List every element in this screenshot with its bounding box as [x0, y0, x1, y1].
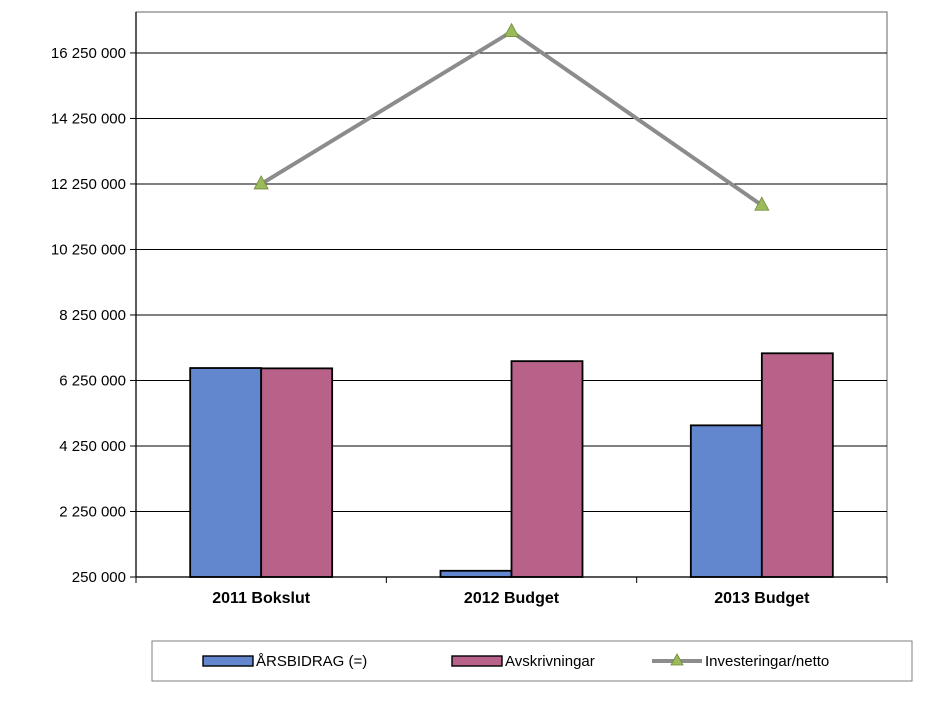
bar-avskrivningar	[260, 367, 334, 578]
y-tick-label: 8 250 000	[59, 307, 126, 324]
triangle-marker	[253, 175, 269, 190]
legend-label: Avskrivningar	[505, 653, 595, 670]
y-tick-label: 2 250 000	[59, 503, 126, 520]
y-tick-label: 6 250 000	[59, 372, 126, 389]
y-tick-label: 12 250 000	[51, 176, 126, 193]
legend-swatch-arsbidrag	[202, 655, 254, 667]
bar-arsbidrag	[189, 367, 263, 578]
bar-arsbidrag	[439, 569, 513, 578]
legend-swatch-avskrivningar	[451, 655, 503, 667]
legend-label: Investeringar/netto	[705, 653, 829, 670]
bar-avskrivningar	[510, 360, 584, 578]
y-tick-label: 14 250 000	[51, 110, 126, 127]
bars	[189, 352, 834, 578]
axis-labels: 16 250 000 14 250 000 12 250 000 10 250 000…	[51, 45, 810, 607]
bar-arsbidrag	[689, 424, 763, 578]
y-tick-label: 10 250 000	[51, 241, 126, 258]
x-category-label: 2011 Bokslut	[212, 590, 311, 607]
legend: ÅRSBIDRAG (=) Avskrivningar Investeringar/…	[151, 640, 913, 682]
x-category-label: 2012 Budget	[464, 590, 560, 607]
line-series	[253, 22, 770, 211]
triangle-marker	[754, 196, 770, 211]
y-tick-label: 250 000	[72, 569, 126, 586]
legend-triangle-marker	[670, 653, 684, 666]
bar-avskrivningar	[760, 352, 834, 578]
x-category-label: 2013 Budget	[714, 590, 810, 607]
legend-box	[151, 640, 913, 682]
triangle-marker	[503, 22, 520, 38]
axes	[130, 12, 888, 583]
legend-label: ÅRSBIDRAG (=)	[256, 653, 367, 670]
y-tick-label: 4 250 000	[59, 438, 126, 455]
y-tick-label: 16 250 000	[51, 45, 126, 62]
